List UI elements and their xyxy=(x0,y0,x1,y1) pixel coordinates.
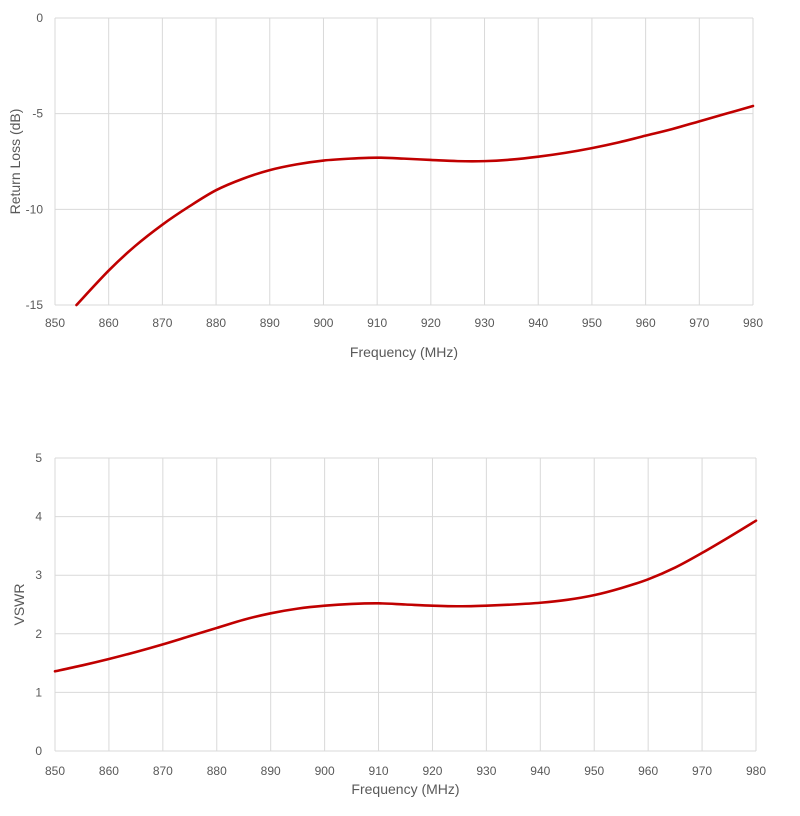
x-tick-label: 860 xyxy=(99,764,119,778)
x-tick-label: 930 xyxy=(475,316,495,330)
x-tick-label: 970 xyxy=(692,764,712,778)
vswr-chart: 850 860 870 880 890 900 910 920 930 940 950 960 970 9… xyxy=(11,451,766,797)
x-tick-label: 880 xyxy=(206,316,226,330)
x-tick-label: 880 xyxy=(207,764,227,778)
x-axis-title: Frequency (MHz) xyxy=(350,344,458,360)
y-tick-label: 1 xyxy=(35,685,42,699)
y-tick-label: -10 xyxy=(26,202,44,216)
x-axis-title: Frequency (MHz) xyxy=(351,781,459,797)
x-tick-label: 870 xyxy=(152,316,172,330)
y-tick-label: -15 xyxy=(26,298,44,312)
x-tick-label: 860 xyxy=(99,316,119,330)
y-tick-label: 2 xyxy=(35,627,42,641)
x-tick-label: 980 xyxy=(746,764,766,778)
x-tick-label: 950 xyxy=(582,316,602,330)
x-tick-label: 890 xyxy=(260,316,280,330)
x-tick-label: 960 xyxy=(636,316,656,330)
x-tick-label: 900 xyxy=(315,764,335,778)
x-tick-label: 890 xyxy=(261,764,281,778)
y-axis-title: VSWR xyxy=(11,584,27,626)
x-tick-label: 850 xyxy=(45,764,65,778)
x-tick-label: 940 xyxy=(528,316,548,330)
x-tick-label: 920 xyxy=(421,316,441,330)
y-axis-title: Return Loss (dB) xyxy=(7,109,23,215)
x-tick-label: 920 xyxy=(422,764,442,778)
x-tick-label: 960 xyxy=(638,764,658,778)
x-tick-label: 850 xyxy=(45,316,65,330)
y-tick-label: 0 xyxy=(36,11,43,25)
y-tick-label: 5 xyxy=(35,451,42,465)
x-tick-label: 910 xyxy=(367,316,387,330)
series-line xyxy=(75,104,755,307)
series-line xyxy=(53,519,758,673)
y-tick-label: 4 xyxy=(35,510,42,524)
y-tick-label: 0 xyxy=(35,744,42,758)
x-tick-label: 870 xyxy=(153,764,173,778)
x-tick-label: 980 xyxy=(743,316,763,330)
y-tick-label: -5 xyxy=(32,107,43,121)
x-tick-label: 910 xyxy=(369,764,389,778)
x-tick-label: 900 xyxy=(313,316,333,330)
x-tick-label: 940 xyxy=(530,764,550,778)
x-tick-label: 930 xyxy=(476,764,496,778)
x-tick-label: 970 xyxy=(689,316,709,330)
y-tick-label: 3 xyxy=(35,568,42,582)
x-tick-label: 950 xyxy=(584,764,604,778)
return-loss-chart: 850 860 870 880 890 900 910 920 930 940 950 960 970 9… xyxy=(7,11,763,360)
